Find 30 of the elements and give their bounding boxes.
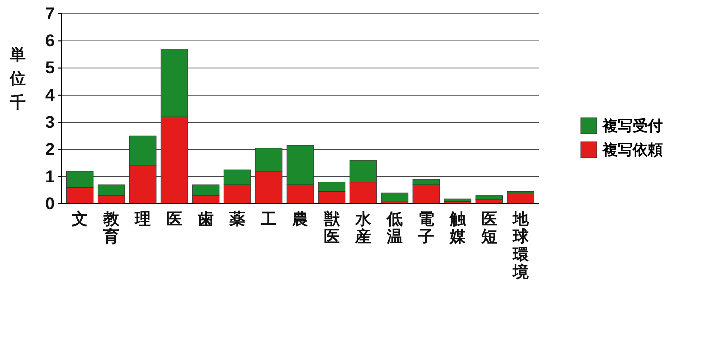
x-tick-label: 薬 [228, 210, 246, 229]
x-tick-label: 理 [134, 210, 152, 229]
x-tick-label: 農 [292, 210, 308, 229]
x-tick-label: 医短 [480, 212, 498, 246]
x-tick-label: 獣医 [322, 210, 341, 246]
legend-label: 複写受付 [602, 117, 663, 135]
y-tick-label: 5 [46, 58, 55, 78]
bar [444, 198, 472, 202]
x-tick-label: 工 [260, 212, 278, 229]
y-tick-label: 7 [46, 4, 55, 24]
bar [381, 192, 409, 202]
bar [507, 192, 535, 204]
y-axis-title: 単位千 [9, 45, 26, 112]
x-tick-label: 電子 [417, 210, 434, 246]
y-tick-label: 6 [46, 32, 55, 51]
y-tick-label: 2 [46, 140, 55, 160]
x-tick-label: 医 [166, 212, 183, 229]
legend-label: 複写依頼 [602, 141, 663, 159]
bar [476, 196, 504, 200]
x-tick-label: 地球環境 [512, 210, 530, 282]
y-tick-label: 0 [46, 194, 55, 214]
x-tick-label: 歯 [197, 210, 214, 229]
x-tick-label: 水産 [354, 210, 372, 246]
y-tick-label: 3 [46, 113, 55, 132]
x-tick-label: 文 [71, 210, 88, 229]
y-tick-label: 4 [46, 86, 56, 105]
x-tick-label: 触媒 [448, 210, 467, 246]
y-tick-label: 1 [46, 167, 55, 186]
x-tick-label: 低温 [386, 210, 403, 246]
x-tick-label: 教育 [102, 210, 121, 246]
